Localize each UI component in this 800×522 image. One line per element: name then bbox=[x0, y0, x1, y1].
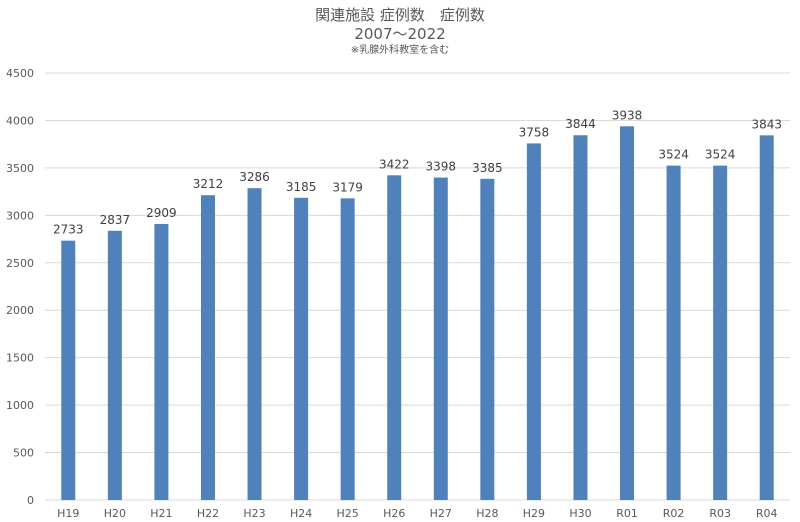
data-label-H30: 3844 bbox=[565, 117, 596, 131]
chart-note: ※乳腺外科教室を含む bbox=[350, 45, 450, 56]
bar-H29 bbox=[526, 143, 541, 500]
x-tick-label-R04: R04 bbox=[756, 507, 778, 520]
y-tick-label: 1000 bbox=[6, 399, 34, 412]
data-label-H26: 3422 bbox=[379, 157, 410, 171]
y-tick-label: 4500 bbox=[6, 67, 34, 80]
bar-H19 bbox=[61, 240, 76, 500]
data-label-R01: 3938 bbox=[612, 108, 643, 122]
y-tick-label: 1500 bbox=[6, 352, 34, 365]
y-tick-label: 3000 bbox=[6, 209, 34, 222]
x-tick-label-R03: R03 bbox=[709, 507, 731, 520]
data-labels: 2733 2837 2909 3212 3286 3185 3179 3422 3398 3385… bbox=[53, 108, 782, 236]
data-label-H20: 2837 bbox=[100, 213, 131, 227]
y-tick-label: 500 bbox=[13, 447, 34, 460]
x-tick-label-H21: H21 bbox=[150, 507, 172, 520]
bar-H20 bbox=[107, 230, 122, 500]
bar-H26 bbox=[387, 175, 402, 500]
bar-H30 bbox=[573, 135, 588, 500]
x-tick-label-H24: H24 bbox=[290, 507, 312, 520]
x-tick-label-H25: H25 bbox=[337, 507, 359, 520]
bar-H27 bbox=[433, 177, 448, 500]
x-tick-label-H30: H30 bbox=[569, 507, 591, 520]
bar-R04 bbox=[759, 135, 774, 501]
x-tick-label-H29: H29 bbox=[523, 507, 545, 520]
bars bbox=[61, 126, 774, 501]
x-tick-label-H19: H19 bbox=[57, 507, 79, 520]
y-tick-label: 2000 bbox=[6, 304, 34, 317]
data-label-H21: 2909 bbox=[146, 206, 177, 220]
x-tick-label-H26: H26 bbox=[383, 507, 405, 520]
bar-H24 bbox=[294, 197, 309, 501]
data-label-H28: 3385 bbox=[472, 161, 503, 175]
x-tick-label-R02: R02 bbox=[663, 507, 685, 520]
y-axis-ticks: 0 500 1000 1500 2000 2500 3000 3500 4000 4500 bbox=[6, 67, 34, 507]
x-tick-label-R01: R01 bbox=[616, 507, 638, 520]
data-label-H22: 3212 bbox=[193, 177, 224, 191]
x-tick-label-H20: H20 bbox=[104, 507, 126, 520]
bar-H23 bbox=[247, 188, 262, 500]
data-label-H29: 3758 bbox=[519, 125, 550, 139]
data-label-H24: 3185 bbox=[286, 180, 317, 194]
x-tick-label-H22: H22 bbox=[197, 507, 219, 520]
data-label-H25: 3179 bbox=[332, 180, 363, 194]
grid-lines bbox=[45, 72, 790, 501]
y-tick-label: 2500 bbox=[6, 257, 34, 270]
chart-title-block: 関連施設 症例数 症例数 2007～2022 ※乳腺外科教室を含む bbox=[0, 6, 800, 57]
data-label-H19: 2733 bbox=[53, 223, 84, 237]
x-axis-ticks: H19 H20 H21 H22 H23 H24 H25 H26 H27 H28 H29 H30 R01 R… bbox=[57, 507, 777, 520]
data-label-R02: 3524 bbox=[658, 148, 689, 162]
bar-H25 bbox=[340, 198, 355, 501]
data-label-H27: 3398 bbox=[426, 160, 457, 174]
x-tick-label-H23: H23 bbox=[243, 507, 265, 520]
bar-R03 bbox=[713, 165, 728, 500]
bar-H21 bbox=[154, 223, 169, 501]
bar-R01 bbox=[620, 126, 635, 501]
y-tick-label: 3500 bbox=[6, 162, 34, 175]
data-label-R03: 3524 bbox=[705, 148, 736, 162]
data-label-R04: 3843 bbox=[751, 117, 782, 131]
y-tick-label: 0 bbox=[27, 494, 34, 507]
bar-H22 bbox=[200, 195, 215, 500]
x-tick-label-H27: H27 bbox=[430, 507, 452, 520]
chart-subtitle: 2007～2022 bbox=[354, 25, 446, 43]
data-label-H23: 3286 bbox=[239, 170, 270, 184]
bar-R02 bbox=[666, 165, 681, 500]
chart-title: 関連施設 症例数 症例数 bbox=[315, 6, 485, 24]
y-tick-label: 4000 bbox=[6, 114, 34, 127]
bar-H28 bbox=[480, 178, 495, 500]
x-tick-label-H28: H28 bbox=[476, 507, 498, 520]
